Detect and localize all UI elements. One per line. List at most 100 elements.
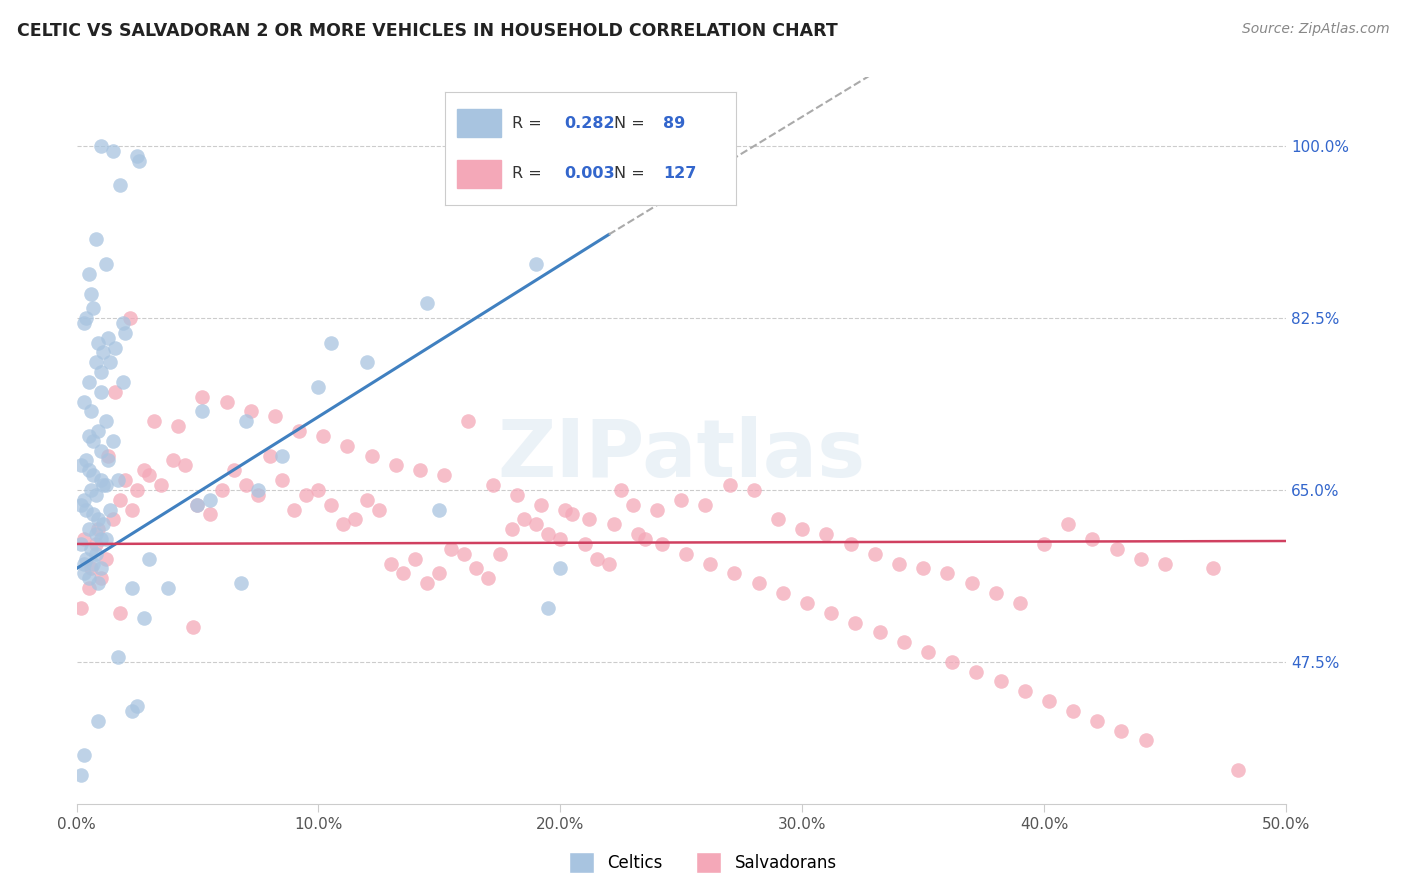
Point	[440, 541, 463, 556]
Point	[100, 502, 122, 516]
Point	[84, 488, 107, 502]
Point	[1135, 733, 1157, 747]
Point	[80, 483, 103, 497]
Point	[416, 296, 439, 310]
Point	[128, 153, 150, 168]
Point	[108, 178, 131, 193]
Point	[181, 620, 204, 634]
Point	[87, 335, 110, 350]
Point	[385, 458, 408, 473]
Point	[82, 301, 104, 316]
Point	[550, 561, 572, 575]
Point	[215, 394, 238, 409]
Point	[70, 498, 93, 512]
Point	[222, 463, 245, 477]
Point	[82, 508, 104, 522]
Point	[965, 665, 987, 679]
Point	[332, 517, 354, 532]
Point	[101, 512, 124, 526]
Point	[1154, 557, 1177, 571]
Point	[138, 468, 160, 483]
Point	[229, 576, 252, 591]
Point	[360, 449, 382, 463]
Point	[602, 517, 624, 532]
Point	[80, 561, 103, 575]
Point	[574, 537, 596, 551]
Point	[104, 384, 127, 399]
Point	[524, 257, 547, 271]
Point	[863, 547, 886, 561]
Point	[80, 404, 103, 418]
Point	[671, 492, 693, 507]
Point	[723, 566, 745, 581]
Point	[1129, 551, 1152, 566]
Point	[343, 512, 366, 526]
Point	[610, 483, 633, 497]
Point	[239, 404, 262, 418]
Point	[125, 698, 148, 713]
Point	[77, 429, 100, 443]
Point	[101, 144, 124, 158]
Point	[111, 316, 134, 330]
Point	[73, 566, 96, 581]
Point	[108, 492, 131, 507]
Point	[869, 625, 891, 640]
Point	[796, 596, 818, 610]
Point	[87, 424, 110, 438]
Point	[80, 286, 103, 301]
Point	[246, 483, 269, 497]
Point	[917, 645, 939, 659]
Point	[97, 331, 120, 345]
Point	[356, 355, 378, 369]
Text: Source: ZipAtlas.com: Source: ZipAtlas.com	[1241, 22, 1389, 37]
Point	[73, 748, 96, 763]
Point	[960, 576, 983, 591]
Point	[621, 498, 644, 512]
Point	[264, 409, 287, 424]
Point	[75, 311, 97, 326]
Point	[1038, 694, 1060, 708]
Point	[772, 586, 794, 600]
Point	[356, 492, 378, 507]
Point	[815, 527, 838, 541]
Point	[114, 326, 136, 340]
Point	[941, 655, 963, 669]
Point	[380, 557, 402, 571]
Point	[844, 615, 866, 630]
Point	[108, 606, 131, 620]
Point	[695, 498, 717, 512]
Point	[912, 561, 935, 575]
Point	[312, 429, 335, 443]
Point	[820, 606, 842, 620]
Point	[73, 394, 96, 409]
Point	[1062, 704, 1084, 718]
Point	[97, 449, 120, 463]
Point	[198, 492, 221, 507]
Point	[211, 483, 233, 497]
Point	[501, 522, 523, 536]
Point	[433, 468, 456, 483]
Point	[766, 512, 789, 526]
Point	[73, 316, 96, 330]
Point	[477, 571, 499, 585]
Point	[87, 714, 110, 728]
Point	[70, 458, 93, 473]
Point	[121, 581, 143, 595]
Point	[464, 561, 486, 575]
Point	[94, 414, 117, 428]
Point	[404, 551, 426, 566]
Point	[114, 473, 136, 487]
Point	[82, 557, 104, 571]
Point	[524, 517, 547, 532]
Point	[87, 576, 110, 591]
Point	[94, 551, 117, 566]
Point	[77, 463, 100, 477]
Text: ZIPatlas: ZIPatlas	[498, 417, 865, 494]
Point	[94, 478, 117, 492]
Point	[537, 600, 560, 615]
Point	[457, 414, 479, 428]
Point	[91, 345, 114, 359]
Point	[561, 508, 583, 522]
Point	[73, 532, 96, 546]
Point	[1202, 561, 1225, 575]
